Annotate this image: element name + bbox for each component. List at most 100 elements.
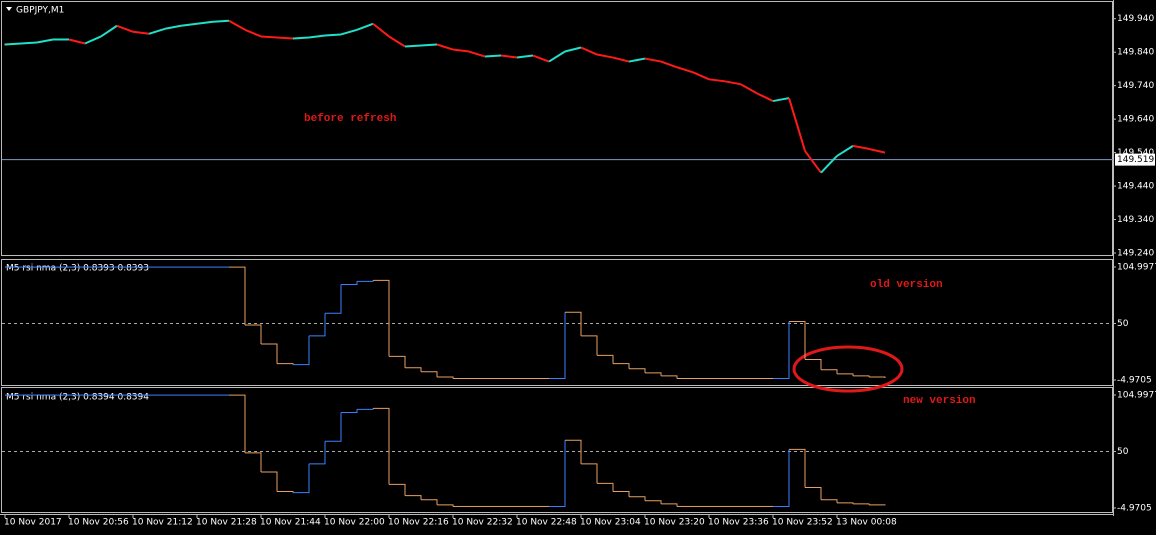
price-segment	[724, 80, 742, 86]
indicator-segment	[309, 441, 326, 465]
indicator-segment	[341, 409, 358, 413]
x-tick-label: 10 Nov 22:32	[452, 518, 513, 528]
indicator-segment	[773, 321, 790, 379]
indicator-segment	[373, 407, 390, 485]
price-segment	[4, 42, 22, 46]
indicator-segment	[261, 343, 278, 364]
symbol-menu-icon[interactable]	[6, 7, 12, 11]
x-tick-label: 10 Nov 21:28	[196, 518, 257, 528]
price-segment	[148, 27, 166, 35]
indicator-segment	[629, 368, 646, 373]
y-tick-label: 104.9977	[1117, 390, 1156, 400]
price-segment	[740, 83, 758, 95]
sub-pane-frame	[1, 259, 1113, 386]
indicator-segment	[565, 311, 582, 336]
price-segment	[804, 150, 822, 174]
indicator-segment	[405, 367, 422, 372]
indicator-segment	[549, 440, 566, 507]
price-segment	[612, 56, 630, 63]
indicator-segment	[229, 394, 246, 453]
indicator-segment	[581, 335, 598, 356]
y-tick-label: 149.840	[1117, 48, 1154, 58]
price-segment	[660, 60, 678, 69]
y-tick-label: 149.240	[1117, 248, 1154, 258]
price-segment	[628, 57, 646, 63]
indicator-segment	[245, 452, 262, 473]
indicator-segment	[805, 486, 822, 500]
price-segment	[116, 24, 134, 33]
x-tick-label: 10 Nov 22:48	[516, 518, 577, 528]
indicator-segment	[821, 499, 838, 503]
price-segment	[596, 53, 614, 59]
price-segment	[36, 38, 54, 44]
indicator-segment	[661, 375, 678, 379]
price-segment	[20, 41, 38, 45]
price-segment	[820, 155, 838, 174]
price-segment	[84, 35, 102, 45]
indicator-segment	[837, 373, 854, 376]
price-segment	[692, 71, 710, 81]
price-segment	[308, 34, 326, 39]
annotation: new version	[903, 395, 976, 407]
price-segment	[340, 28, 358, 36]
price-segment	[324, 33, 342, 37]
x-tick-label: 10 Nov 20:56	[68, 518, 129, 528]
x-tick-label: 13 Nov 00:08	[836, 518, 897, 528]
price-segment	[196, 20, 214, 25]
x-tick-label: 10 Nov 2017	[4, 518, 62, 528]
x-tick-label: 10 Nov 21:44	[260, 518, 321, 528]
indicator-segment	[293, 335, 310, 366]
price-segment	[852, 144, 870, 150]
indicator-segment	[661, 503, 678, 507]
indicator-segment	[373, 279, 390, 357]
highlight-ellipse	[792, 345, 904, 393]
x-tick-label: 10 Nov 23:04	[580, 518, 641, 528]
indicator-segment	[325, 412, 342, 442]
indicator-title: M5 rsi nma (2,3) 0.8394 0.8394	[6, 393, 149, 403]
price-segment	[436, 43, 454, 51]
price-segment	[404, 44, 422, 48]
price-segment	[276, 36, 294, 40]
sub-pane-frame	[1, 387, 1113, 513]
price-segment	[132, 30, 150, 35]
price-segment	[532, 54, 550, 63]
indicator-segment	[869, 376, 886, 378]
indicator-segment	[821, 369, 838, 374]
price-segment	[372, 22, 390, 38]
y-tick-label: 149.740	[1117, 81, 1154, 91]
indicator-segment	[613, 363, 630, 369]
annotation: before refresh	[304, 113, 396, 125]
price-segment	[212, 19, 230, 23]
indicator-segment	[645, 372, 662, 376]
main-pane-frame	[1, 1, 1113, 256]
price-segment	[164, 24, 182, 30]
indicator-segment	[245, 324, 262, 345]
indicator-segment	[421, 499, 438, 505]
price-segment	[868, 147, 886, 154]
x-tick-label: 10 Nov 23:20	[644, 518, 705, 528]
indicator-segment	[565, 439, 582, 464]
y-tick-label: 149.440	[1117, 182, 1154, 192]
indicator-segment	[805, 358, 822, 370]
indicator-segment	[421, 371, 438, 377]
indicator-segment	[581, 463, 598, 484]
indicator-segment	[629, 496, 646, 501]
indicator-segment	[389, 483, 406, 496]
price-segment	[676, 66, 694, 74]
price-segment	[292, 36, 310, 40]
x-tick-label: 10 Nov 22:16	[388, 518, 449, 528]
indicator-segment	[869, 504, 886, 506]
indicator-segment	[341, 281, 358, 285]
indicator-segment	[261, 471, 278, 492]
y-tick-label: 149.540	[1117, 148, 1154, 158]
price-segment	[644, 57, 662, 63]
price-segment	[452, 48, 470, 53]
indicator-segment	[437, 504, 454, 507]
indicator-segment	[405, 495, 422, 500]
symbol-title: GBPJPY,M1	[16, 6, 64, 16]
y-tick-label: 104.9977	[1117, 262, 1156, 272]
price-segment	[228, 19, 246, 31]
price-segment	[420, 43, 438, 47]
x-tick-label: 10 Nov 23:36	[708, 518, 769, 528]
